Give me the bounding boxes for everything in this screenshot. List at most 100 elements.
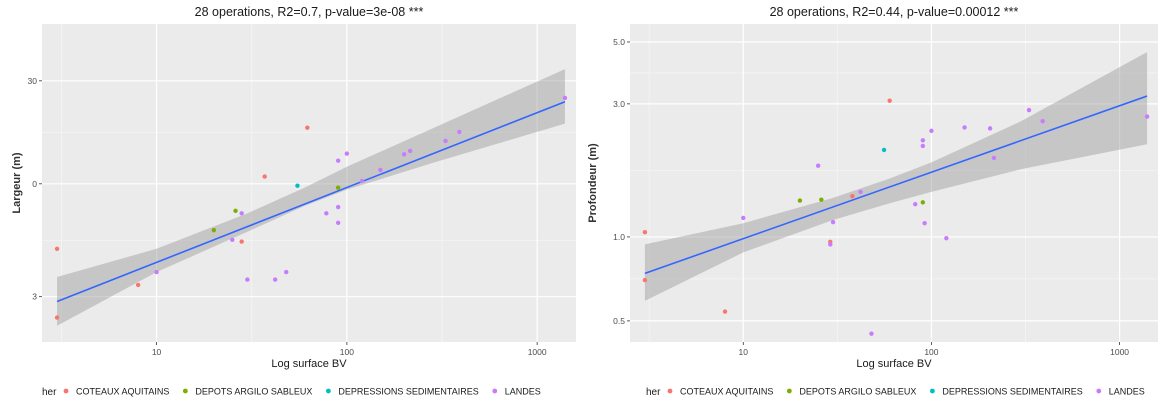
data-point [335, 220, 341, 225]
legend-key [930, 388, 935, 394]
data-point [335, 158, 341, 163]
data-point [819, 197, 824, 202]
y-tick-label: 3.0 [613, 99, 625, 109]
data-point [1144, 114, 1150, 119]
data-point [211, 227, 217, 233]
confidence-band [644, 52, 1148, 301]
data-point [401, 152, 407, 157]
data-point [922, 220, 927, 226]
data-point [233, 208, 238, 213]
legend-key [492, 388, 498, 394]
legend-label: DEPOTS ARGILO SABLEUX [799, 387, 916, 397]
data-point [869, 331, 874, 336]
data-point [344, 151, 350, 156]
data-point [378, 167, 383, 173]
legend-label: COTEAUX AQUITAINS [76, 387, 169, 397]
chart-largeur: 28 operations, R2=0.7, p-value=3e-08 ***… [11, 5, 576, 398]
data-point [858, 189, 863, 195]
chart-title: 28 operations, R2=0.44, p-value=0.00012 … [770, 5, 1019, 19]
data-point [305, 125, 310, 130]
data-point [245, 277, 250, 282]
data-point [154, 269, 159, 275]
data-point [262, 174, 267, 179]
data-point [1026, 107, 1032, 113]
x-tick-label: 1000 [528, 347, 547, 357]
data-point [239, 211, 244, 216]
data-point [642, 229, 648, 235]
x-axis-label: Log surface BV [856, 358, 932, 370]
legend-key [326, 388, 331, 394]
data-point [295, 183, 300, 188]
data-point [324, 211, 329, 216]
data-point [230, 237, 235, 243]
regression-line [56, 100, 566, 303]
data-point [135, 282, 141, 288]
legend-label: COTEAUX AQUITAINS [680, 387, 773, 397]
data-point [920, 143, 926, 149]
data-point [830, 219, 836, 225]
data-point [335, 204, 341, 210]
data-point [443, 138, 448, 144]
legend-label: LANDES [1109, 387, 1145, 397]
x-tick-label: 100 [924, 347, 938, 357]
data-point [815, 163, 821, 168]
data-point [359, 178, 365, 184]
data-point [335, 185, 341, 190]
data-point [722, 309, 728, 314]
legend-key [1096, 388, 1102, 394]
data-point [797, 198, 803, 203]
data-point [887, 98, 892, 103]
legend-label: DEPOTS ARGILO SABLEUX [195, 387, 312, 397]
data-point [1040, 118, 1045, 124]
data-point [991, 155, 997, 161]
y-tick-label: 1.0 [613, 232, 625, 242]
y-tick-label: 5.0 [613, 37, 625, 47]
legend-title: her [42, 387, 57, 398]
data-point [407, 148, 413, 154]
x-tick-label: 10 [152, 347, 162, 357]
data-point [741, 215, 746, 221]
chart-title: 28 operations, R2=0.7, p-value=3e-08 *** [195, 5, 424, 19]
data-point [944, 235, 949, 241]
data-point [929, 128, 934, 134]
legend-label: DEPRESSIONS SEDIMENTAIRES [338, 387, 478, 397]
data-point [642, 277, 648, 283]
legend-label: DEPRESSIONS SEDIMENTAIRES [942, 387, 1082, 397]
data-point [962, 125, 967, 130]
y-tick-label: 3 [32, 292, 37, 302]
plot-panel [630, 24, 1158, 342]
data-point [920, 200, 926, 205]
data-point [54, 246, 60, 251]
data-point [850, 193, 855, 199]
legend-title: her [646, 387, 661, 398]
legend-key [182, 388, 188, 394]
regression-line [644, 95, 1148, 275]
data-point [913, 202, 918, 207]
data-point [828, 242, 833, 247]
data-point [881, 147, 887, 153]
confidence-band [57, 69, 565, 326]
data-point [272, 277, 278, 282]
y-axis-label: Largeur (m) [11, 152, 23, 213]
data-point [562, 95, 568, 101]
legend-key [63, 388, 69, 394]
data-point [987, 126, 993, 131]
chart-profondeur: 28 operations, R2=0.44, p-value=0.00012 … [587, 5, 1158, 398]
data-point [284, 269, 289, 275]
legend-label: LANDES [505, 387, 541, 397]
legend-key [786, 388, 792, 394]
y-axis-label: Profondeur (m) [587, 143, 599, 223]
data-point [920, 138, 926, 143]
y-tick-label: 30 [28, 76, 38, 86]
x-axis-label: Log surface BV [271, 358, 347, 370]
data-point [54, 315, 60, 320]
x-tick-label: 10 [739, 347, 749, 357]
legend-key [667, 388, 673, 394]
data-point [457, 129, 462, 135]
data-point [239, 239, 244, 244]
y-tick-label: 0.5 [613, 316, 625, 326]
plot-panel [42, 24, 576, 342]
x-tick-label: 100 [340, 347, 354, 357]
x-tick-label: 1000 [1110, 347, 1129, 357]
